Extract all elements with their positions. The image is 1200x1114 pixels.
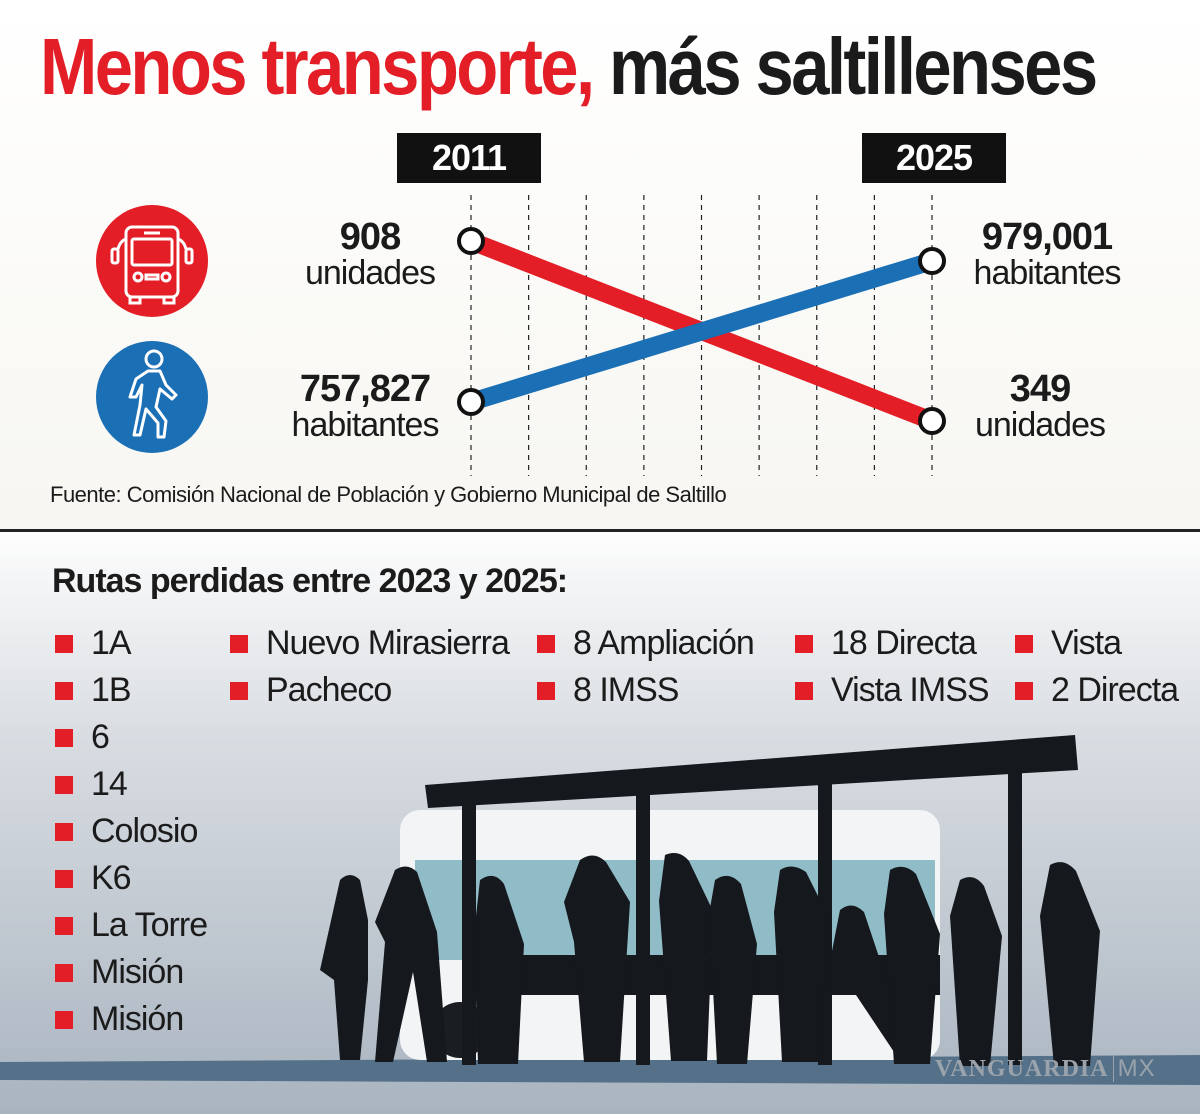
bullet-square-icon xyxy=(537,634,555,653)
data-point-unidades xyxy=(457,227,485,255)
route-label: 1B xyxy=(91,671,132,709)
bullet-square-icon xyxy=(55,775,73,794)
route-label: K6 xyxy=(91,859,132,897)
route-label: 6 xyxy=(91,718,110,756)
route-label: Misión xyxy=(91,1000,184,1038)
bullet-square-icon xyxy=(795,634,813,653)
route-label: 1A xyxy=(91,624,132,662)
route-item: 2 Directa xyxy=(1015,671,1179,710)
route-item: Vista xyxy=(1015,624,1122,663)
bullet-square-icon xyxy=(55,681,73,700)
route-item: 8 IMSS xyxy=(537,671,679,710)
bullet-square-icon xyxy=(795,681,813,700)
route-item: 6 xyxy=(55,718,110,757)
bullet-square-icon xyxy=(55,963,73,982)
route-item: 8 Ampliación xyxy=(537,624,755,663)
source-note: Fuente: Comisión Nacional de Población y… xyxy=(50,482,727,507)
bullet-square-icon xyxy=(55,728,73,747)
bus-stop-illustration xyxy=(0,735,1200,1085)
route-label: 2 Directa xyxy=(1051,671,1179,709)
bullet-square-icon xyxy=(230,634,248,653)
route-item: Vista IMSS xyxy=(795,671,990,710)
bullet-square-icon xyxy=(55,634,73,653)
route-item: K6 xyxy=(55,859,132,898)
bullet-square-icon xyxy=(55,1010,73,1029)
bullet-square-icon xyxy=(55,822,73,841)
route-label: 8 IMSS xyxy=(573,671,679,709)
pedestrian-icon xyxy=(96,341,208,453)
route-item: Misión xyxy=(55,953,184,992)
label-units-2011: 908 unidades xyxy=(304,216,436,292)
route-item: 14 xyxy=(55,765,128,804)
vanguardia-logo: VANGUARDIA MX xyxy=(935,1055,1156,1082)
bullet-square-icon xyxy=(55,916,73,935)
route-label: 14 xyxy=(91,765,128,803)
year-label-start: 2011 xyxy=(397,133,541,183)
route-item: Misión xyxy=(55,1000,184,1039)
route-label: Pacheco xyxy=(266,671,392,709)
route-item: Pacheco xyxy=(230,671,392,710)
label-units-2025: 349 unidades xyxy=(974,368,1106,444)
route-item: Nuevo Mirasierra xyxy=(230,624,510,663)
slope-chart xyxy=(457,195,946,476)
route-item: Colosio xyxy=(55,812,198,851)
bullet-square-icon xyxy=(537,681,555,700)
year-label-end: 2025 xyxy=(862,133,1006,183)
label-population-2025: 979,001 habitantes xyxy=(973,216,1122,292)
route-label: Vista IMSS xyxy=(831,671,990,709)
label-population-2011: 757,827 habitantes xyxy=(291,368,440,444)
data-point-habitantes xyxy=(457,388,485,416)
route-label: Nuevo Mirasierra xyxy=(266,624,510,662)
series-line-habitantes xyxy=(468,252,935,411)
people-silhouettes xyxy=(320,853,1100,1066)
divider xyxy=(0,529,1200,532)
route-label: 8 Ampliación xyxy=(573,624,755,662)
route-item: 1A xyxy=(55,624,132,663)
route-item: La Torre xyxy=(55,906,208,945)
route-label: La Torre xyxy=(91,906,208,944)
route-label: Colosio xyxy=(91,812,198,850)
page-title: Menos transporte, más saltillenses xyxy=(40,22,1098,111)
routes-title: Rutas perdidas entre 2023 y 2025: xyxy=(52,562,568,600)
bullet-square-icon xyxy=(1015,634,1033,653)
bus-icon xyxy=(96,205,208,317)
route-label: Vista xyxy=(1051,624,1122,662)
shelter-roof xyxy=(425,735,1078,808)
route-label: Misión xyxy=(91,953,184,991)
bullet-square-icon xyxy=(1015,681,1033,700)
data-point-habitantes xyxy=(918,247,946,275)
route-item: 18 Directa xyxy=(795,624,977,663)
bullet-square-icon xyxy=(230,681,248,700)
route-label: 18 Directa xyxy=(831,624,977,662)
route-item: 1B xyxy=(55,671,132,710)
bullet-square-icon xyxy=(55,869,73,888)
data-point-unidades xyxy=(918,407,946,435)
